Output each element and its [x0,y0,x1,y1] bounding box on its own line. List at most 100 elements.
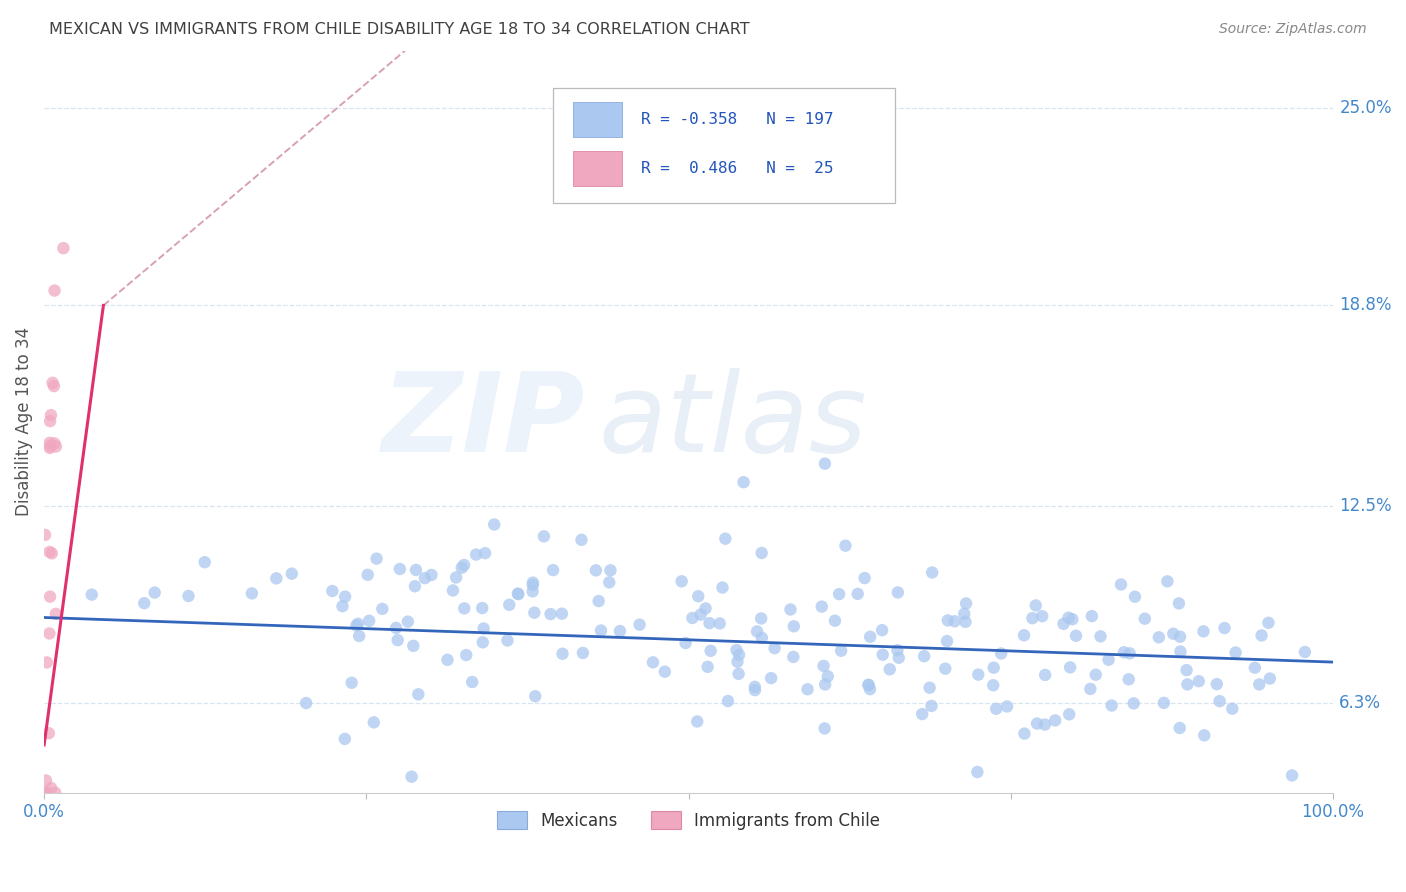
Point [39,408,62,422]
Point [1057,707,1080,722]
Point [34,528,56,542]
Point [1123,590,1146,604]
Point [796,682,818,697]
Point [675,636,697,650]
Point [143,585,166,599]
Point [471,601,494,615]
Point [498,598,520,612]
Text: 6.3%: 6.3% [1340,695,1381,713]
Point [39,780,62,795]
Point [628,617,651,632]
Point [347,616,370,631]
Point [522,578,544,592]
Point [408,687,430,701]
Point [1257,615,1279,630]
Point [540,607,562,621]
Point [333,731,356,746]
Point [654,665,676,679]
Point [1170,644,1192,658]
Point [1118,646,1140,660]
Point [1294,645,1316,659]
Point [1161,626,1184,640]
Point [853,571,876,585]
Point [912,649,935,664]
Point [744,680,766,694]
Point [404,579,426,593]
Point [641,655,664,669]
Point [745,624,768,639]
Point [38,626,60,640]
Point [444,570,467,584]
Point [1177,677,1199,691]
Point [695,601,717,615]
Point [1033,717,1056,731]
Point [609,624,631,638]
Point [1059,660,1081,674]
Point [45,440,67,454]
Point [471,635,494,649]
Point [533,529,555,543]
Point [751,546,773,560]
Point [333,590,356,604]
Text: atlas: atlas [599,368,868,475]
Point [194,555,217,569]
Point [830,644,852,658]
Legend: Mexicans, Immigrants from Chile: Mexicans, Immigrants from Chile [491,805,887,837]
Point [1208,694,1230,708]
Point [918,681,941,695]
Point [966,764,988,779]
Point [744,683,766,698]
Point [817,669,839,683]
Point [38,726,60,740]
Bar [572,151,621,186]
Point [387,633,409,648]
Point [953,607,976,621]
Point [1133,612,1156,626]
Point [814,457,837,471]
Point [402,639,425,653]
Point [727,655,749,669]
Point [1064,629,1087,643]
Point [995,699,1018,714]
Point [295,696,318,710]
Point [396,615,419,629]
Point [887,585,910,599]
Point [52,241,75,255]
Point [1168,630,1191,644]
Point [506,586,529,600]
Point [1033,668,1056,682]
Y-axis label: Disability Age 18 to 34: Disability Age 18 to 34 [15,327,32,516]
Point [934,662,956,676]
Point [1021,611,1043,625]
Point [955,597,977,611]
Point [1188,674,1211,689]
Point [281,566,304,581]
Point [44,786,66,800]
Point [981,678,1004,692]
Point [599,563,621,577]
Point [714,532,737,546]
Point [44,284,66,298]
Point [728,648,751,662]
Point [44,436,66,450]
Point [45,607,67,621]
Point [879,662,901,676]
Point [38,441,60,455]
Point [35,656,58,670]
Point [814,722,837,736]
Point [824,614,846,628]
Text: MEXICAN VS IMMIGRANTS FROM CHILE DISABILITY AGE 18 TO 34 CORRELATION CHART: MEXICAN VS IMMIGRANTS FROM CHILE DISABIL… [49,22,749,37]
Point [371,602,394,616]
Point [482,517,505,532]
Point [725,643,748,657]
Point [1101,698,1123,713]
Point [967,667,990,681]
Point [405,563,427,577]
Text: 25.0%: 25.0% [1340,99,1392,117]
Point [1043,714,1066,728]
Point [1220,701,1243,715]
Point [522,584,544,599]
Point [436,653,458,667]
Point [911,707,934,722]
Text: R = -0.358   N = 197: R = -0.358 N = 197 [641,112,834,128]
